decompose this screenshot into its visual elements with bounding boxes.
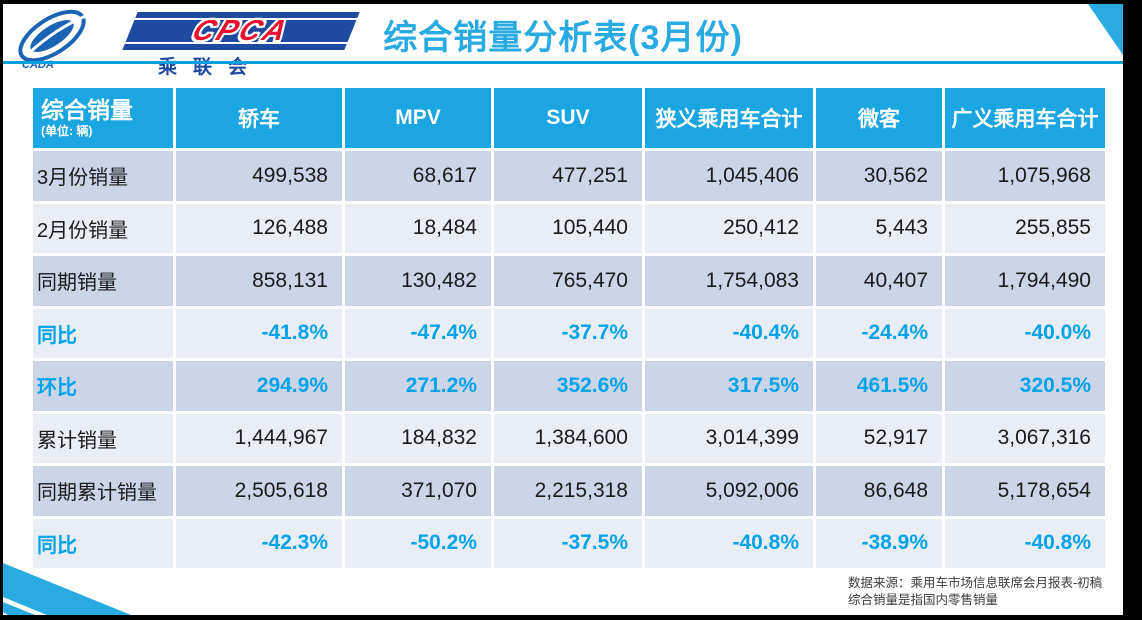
- column-header-broad-pv-total: 广义乘用车合计: [945, 88, 1105, 148]
- table-cell: -42.3%: [176, 518, 342, 568]
- table-cell: 294.9%: [176, 361, 342, 411]
- table-cell: 86,648: [816, 466, 942, 516]
- source-line-1: 数据来源：乘用车市场信息联席会月报表-初稿: [848, 576, 1103, 590]
- table-cell: 352.6%: [494, 361, 642, 411]
- table-cell: 1,045,406: [645, 151, 813, 201]
- sales-table: 综合销量 (单位: 辆) 轿车 MPV SUV 狭义乘用车合计 微客 广义乘用车…: [33, 88, 1105, 568]
- frame-edge-left: [0, 0, 3, 620]
- table-cell: 126,488: [176, 203, 342, 253]
- table-cell: -40.8%: [945, 518, 1105, 568]
- table-cell: -47.4%: [345, 308, 491, 358]
- table-cell: 1,794,490: [945, 256, 1105, 306]
- table-cell: 320.5%: [945, 361, 1105, 411]
- table-cell: 5,092,006: [645, 466, 813, 516]
- table-cell: -24.4%: [816, 308, 942, 358]
- row-label: 累计销量: [33, 413, 173, 463]
- page-title: 综合销量分析表(3月份): [383, 19, 743, 57]
- table-cell: 52,917: [816, 413, 942, 463]
- table-cell: 3,014,399: [645, 413, 813, 463]
- data-source-note: 数据来源：乘用车市场信息联席会月报表-初稿 综合销量是指国内零售销量: [848, 575, 1102, 609]
- table-cell: 1,754,083: [645, 256, 813, 306]
- table-cell: 477,251: [494, 151, 642, 201]
- table-cell: 1,075,968: [945, 151, 1105, 201]
- frame-edge-right: [1123, 0, 1142, 620]
- table-cell: 2,215,318: [494, 466, 642, 516]
- table-cell: 105,440: [494, 203, 642, 253]
- table-cell: 371,070: [345, 466, 491, 516]
- table-cell: -40.0%: [945, 308, 1105, 358]
- title-underline: [3, 61, 1123, 64]
- row-label: 3月份销量: [33, 151, 173, 201]
- table-cell: 317.5%: [645, 361, 813, 411]
- table-cell: 130,482: [345, 256, 491, 306]
- table-cell: -37.7%: [494, 308, 642, 358]
- table-cell: 271.2%: [345, 361, 491, 411]
- column-header-narrow-pv-total: 狭义乘用车合计: [645, 88, 813, 148]
- row-label: 同比: [33, 518, 173, 568]
- table-cell: -37.5%: [494, 518, 642, 568]
- table-cell: 3,067,316: [945, 413, 1105, 463]
- corner-title: 综合销量: [41, 96, 133, 123]
- table-cell: 5,443: [816, 203, 942, 253]
- diagonal-stripes-decoration: [3, 563, 131, 615]
- table-corner-header: 综合销量 (单位: 辆): [33, 88, 173, 148]
- column-header-minivan: 微客: [816, 88, 942, 148]
- row-label: 同期销量: [33, 256, 173, 306]
- table-cell: 5,178,654: [945, 466, 1105, 516]
- table-cell: -50.2%: [345, 518, 491, 568]
- table-cell: 765,470: [494, 256, 642, 306]
- source-line-2: 综合销量是指国内零售销量: [848, 593, 999, 607]
- table-cell: -40.4%: [645, 308, 813, 358]
- table-cell: 1,444,967: [176, 413, 342, 463]
- table-cell: -38.9%: [816, 518, 942, 568]
- row-label: 2月份销量: [33, 203, 173, 253]
- table-cell: 184,832: [345, 413, 491, 463]
- column-header-sedan: 轿车: [176, 88, 342, 148]
- frame-edge-top: [0, 0, 1142, 4]
- table-cell: 461.5%: [816, 361, 942, 411]
- table-cell: 40,407: [816, 256, 942, 306]
- table-cell: 1,384,600: [494, 413, 642, 463]
- column-header-suv: SUV: [494, 88, 642, 148]
- table-cell: -41.8%: [176, 308, 342, 358]
- table-cell: 255,855: [945, 203, 1105, 253]
- table-cell: 499,538: [176, 151, 342, 201]
- column-header-mpv: MPV: [345, 88, 491, 148]
- row-label: 同期累计销量: [33, 466, 173, 516]
- table-cell: 858,131: [176, 256, 342, 306]
- table-cell: 2,505,618: [176, 466, 342, 516]
- row-label: 环比: [33, 361, 173, 411]
- frame-edge-bottom: [0, 615, 1142, 620]
- table-cell: 68,617: [345, 151, 491, 201]
- table-cell: 30,562: [816, 151, 942, 201]
- table-cell: 18,484: [345, 203, 491, 253]
- table-cell: -40.8%: [645, 518, 813, 568]
- table-cell: 250,412: [645, 203, 813, 253]
- corner-unit: (单位: 辆): [41, 123, 93, 138]
- row-label: 同比: [33, 308, 173, 358]
